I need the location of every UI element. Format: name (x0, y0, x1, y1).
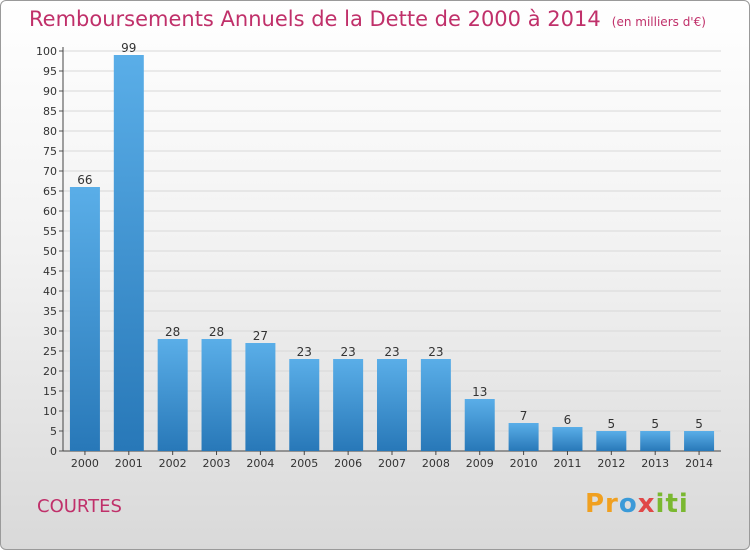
bar (420, 359, 451, 451)
bar (245, 343, 276, 451)
data-label: 23 (340, 345, 355, 359)
y-tick-label: 95 (43, 65, 57, 78)
y-tick-label: 35 (43, 305, 57, 318)
y-tick-label: 40 (43, 285, 57, 298)
y-tick-label: 25 (43, 345, 57, 358)
x-tick-label: 2000 (71, 457, 99, 470)
y-tick-label: 15 (43, 385, 57, 398)
bar (289, 359, 320, 451)
y-tick-label: 10 (43, 405, 57, 418)
chart-title-text: Remboursements Annuels de la Dette de 20… (29, 7, 601, 31)
data-label: 23 (384, 345, 399, 359)
x-tick-label: 2009 (466, 457, 494, 470)
y-tick-label: 65 (43, 185, 57, 198)
y-tick-label: 0 (50, 445, 57, 458)
y-tick-label: 60 (43, 205, 57, 218)
bars (69, 55, 715, 451)
bar (596, 431, 627, 451)
bar (69, 187, 100, 451)
data-label: 27 (253, 329, 268, 343)
x-tick-label: 2008 (422, 457, 450, 470)
bar (684, 431, 715, 451)
data-label: 5 (608, 417, 616, 431)
data-label: 23 (428, 345, 443, 359)
data-label: 66 (77, 173, 92, 187)
y-tick-labels: 0 5 10 15 20 25 30 35 40 45 50 55 60 65 70 75 80 85 90 95 10… (36, 45, 57, 458)
x-tick-label: 2002 (159, 457, 187, 470)
data-label: 7 (520, 409, 528, 423)
chart-title: Remboursements Annuels de la Dette de 20… (29, 7, 706, 31)
x-tick-label: 2014 (685, 457, 713, 470)
y-tick-label: 100 (36, 45, 57, 58)
commune-name: COURTES (37, 496, 122, 517)
data-label: 99 (121, 41, 136, 55)
x-tick-label: 2011 (553, 457, 581, 470)
x-tick-label: 2001 (115, 457, 143, 470)
data-label: 28 (209, 325, 224, 339)
y-tick-label: 80 (43, 125, 57, 138)
bar (464, 399, 495, 451)
x-tick-label: 2010 (510, 457, 538, 470)
bar (201, 339, 232, 451)
x-tick-labels: 2000 2001 2002 2003 2004 2005 2006 2007 2008 2009… (71, 451, 713, 470)
x-tick-label: 2005 (290, 457, 318, 470)
x-tick-label: 2003 (203, 457, 231, 470)
bar (113, 55, 144, 451)
bar (508, 423, 539, 451)
proxiti-logo: Proxiti (585, 489, 689, 519)
y-tick-label: 30 (43, 325, 57, 338)
bar (552, 427, 583, 451)
bar (333, 359, 364, 451)
data-label: 13 (472, 385, 487, 399)
x-tick-label: 2007 (378, 457, 406, 470)
y-tick-label: 85 (43, 105, 57, 118)
x-tick-label: 2006 (334, 457, 362, 470)
bar (157, 339, 188, 451)
y-tick-label: 5 (50, 425, 57, 438)
y-tick-label: 50 (43, 245, 57, 258)
x-tick-label: 2012 (597, 457, 625, 470)
chart-unit-text: (en milliers d'€) (611, 15, 706, 29)
y-tick-label: 20 (43, 365, 57, 378)
y-tick-label: 75 (43, 145, 57, 158)
data-label: 6 (564, 413, 572, 427)
y-tick-label: 45 (43, 265, 57, 278)
y-tick-label: 90 (43, 85, 57, 98)
data-label: 5 (695, 417, 703, 431)
x-tick-label: 2004 (246, 457, 274, 470)
data-label: 5 (651, 417, 659, 431)
y-tick-label: 70 (43, 165, 57, 178)
y-tick-label: 55 (43, 225, 57, 238)
data-label: 23 (297, 345, 312, 359)
bar (640, 431, 671, 451)
data-label: 28 (165, 325, 180, 339)
bar (377, 359, 407, 451)
x-tick-label: 2013 (641, 457, 669, 470)
data-labels: 66 99 28 28 27 23 23 23 23 13 7 6 5 5 5 (77, 41, 703, 431)
